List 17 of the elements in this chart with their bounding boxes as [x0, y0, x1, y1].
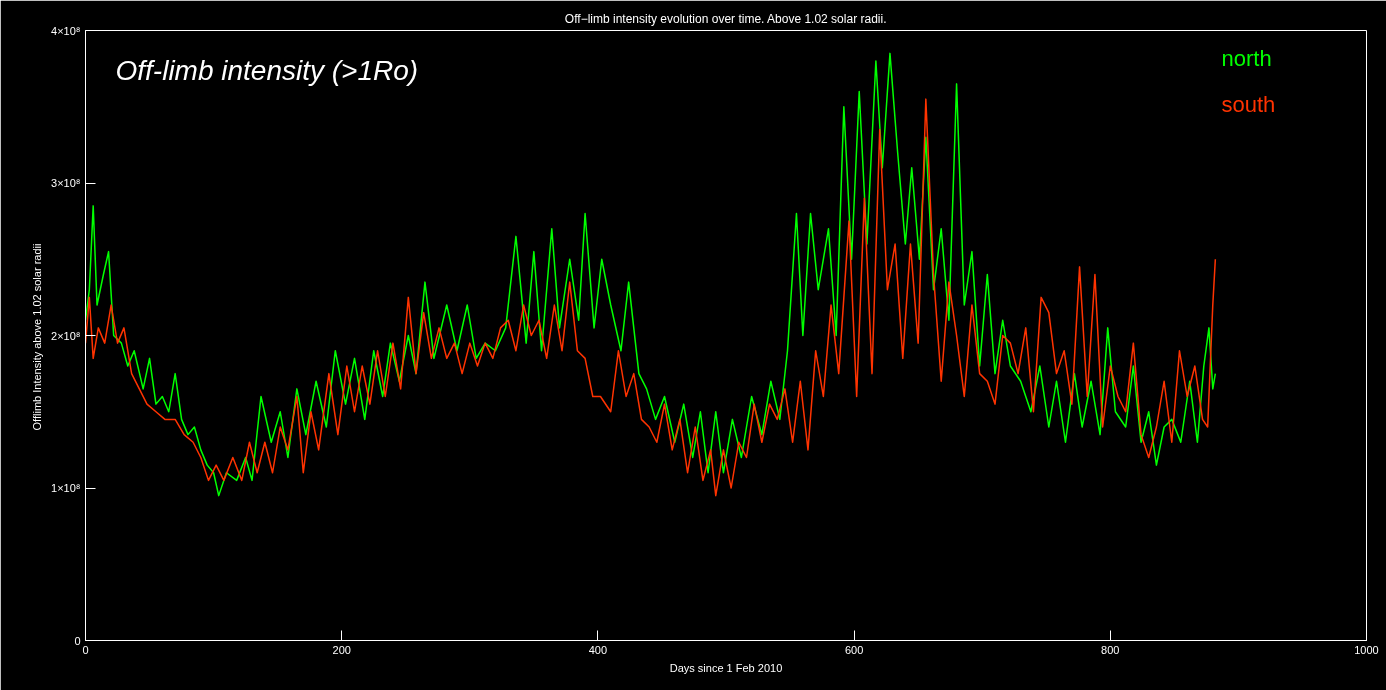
x-tick-label: 200 — [332, 643, 351, 656]
y-tick-label: 4×10⁸ — [51, 24, 81, 37]
x-tick-label: 400 — [588, 643, 608, 656]
x-tick-label: 0 — [82, 643, 89, 656]
y-tick-label: 0 — [74, 634, 81, 647]
y-tick-label: 2×10⁸ — [51, 329, 81, 342]
y-tick-label: 1×10⁸ — [51, 482, 81, 494]
text: south — [1221, 91, 1276, 117]
x-axis-title: Days since 1 Feb 2010 — [669, 661, 783, 674]
annotation: Off-limb intensity (>1Ro) — [115, 54, 419, 86]
y-tick-label: 3×10⁸ — [51, 177, 81, 189]
y-axis-title: Offlimb Intensity above 1.02 solar radii — [31, 243, 44, 431]
x-tick-label: 1000 — [1354, 643, 1379, 656]
chart-title: Off−limb intensity evolution over time. Above 1.02 solar radii. — [564, 11, 887, 26]
x-tick-label: 800 — [1101, 643, 1120, 656]
x-tick-label: 600 — [844, 643, 864, 656]
text: north — [1221, 45, 1272, 71]
